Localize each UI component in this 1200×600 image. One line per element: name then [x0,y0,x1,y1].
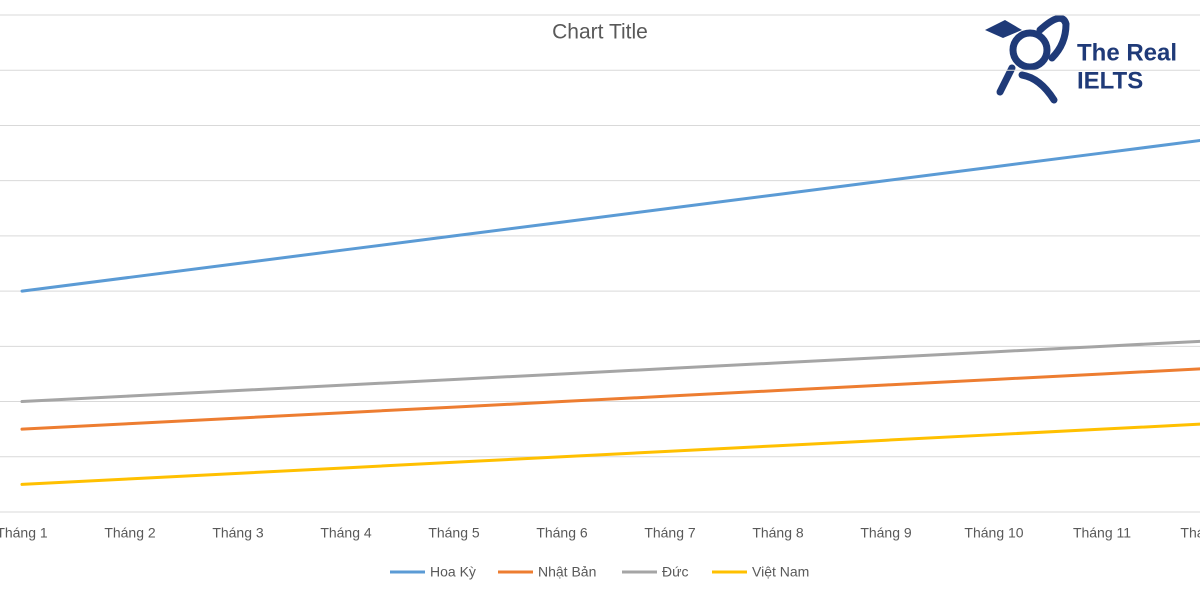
x-tick-label: Tháng 11 [1073,525,1131,541]
series-line [20,139,1200,293]
legend-label: Hoa Kỳ [430,564,476,580]
x-tick-label: Tháng 3 [212,525,264,541]
x-tick-label: Tháng 12 [1180,525,1200,541]
x-tick-label: Tháng 1 [0,525,48,541]
logo-icon [996,14,1070,104]
x-tick-label: Tháng 2 [104,525,156,541]
legend-label: Đức [662,564,688,580]
series-line [20,367,1200,431]
x-tick-label: Tháng 4 [320,525,372,541]
logo-text: The Real [1077,39,1177,66]
chart-title: Chart Title [552,21,648,44]
logo-text: IELTS [1077,67,1143,94]
x-tick-label: Tháng 7 [644,525,696,541]
x-tick-label: Tháng 9 [860,525,912,541]
logo-cap [985,20,1022,38]
logo: The Real IELTS [985,14,1177,104]
x-tick-label: Tháng 6 [536,525,588,541]
series-line [20,339,1200,404]
series-line [20,422,1200,486]
legend-label: Nhật Bản [538,564,596,580]
legend-label: Việt Nam [752,564,809,580]
x-tick-label: Tháng 10 [964,525,1023,541]
x-tick-label: Tháng 5 [428,525,480,541]
x-tick-label: Tháng 8 [752,525,804,541]
